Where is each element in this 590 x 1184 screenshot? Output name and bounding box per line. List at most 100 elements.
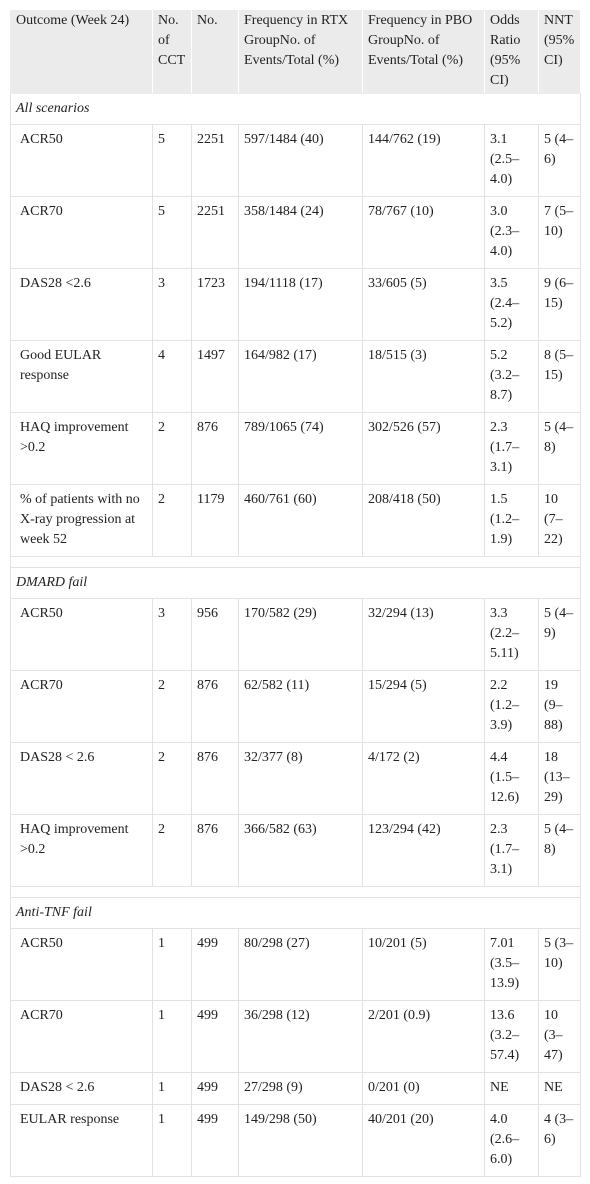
header-cell: NNT (95% CI)	[538, 10, 581, 94]
data-cell: 170/582 (29)	[238, 598, 363, 671]
data-cell: 7 (5–10)	[538, 196, 581, 269]
data-cell: 2.3 (1.7–3.1)	[484, 814, 539, 887]
data-cell: 5	[152, 196, 192, 269]
data-cell: 5 (3–10)	[538, 928, 581, 1001]
data-cell: 5 (4–8)	[538, 412, 581, 485]
data-cell: 194/1118 (17)	[238, 268, 363, 341]
data-cell: 1	[152, 1072, 192, 1105]
data-cell: 597/1484 (40)	[238, 124, 363, 197]
header-row: Outcome (Week 24) No. of CCT No. Frequency …	[10, 10, 581, 94]
data-cell: 876	[191, 742, 239, 815]
data-row: DAS28 < 2.6 2 876 32/377 (8) 4/172 (2) 4.4 (1…	[10, 742, 581, 815]
data-cell: 4.4 (1.5–12.6)	[484, 742, 539, 815]
data-cell: 7.01 (3.5–13.9)	[484, 928, 539, 1001]
outcome-cell: DAS28 < 2.6	[10, 1072, 153, 1105]
data-cell: 3.5 (2.4–5.2)	[484, 268, 539, 341]
data-cell: 5	[152, 124, 192, 197]
outcome-cell: DAS28 <2.6	[10, 268, 153, 341]
data-cell: NE	[538, 1072, 581, 1105]
data-cell: 33/605 (5)	[362, 268, 485, 341]
data-row: ACR50 3 956 170/582 (29) 32/294 (13) 3.3 (2.2…	[10, 598, 581, 671]
data-cell: 3	[152, 598, 192, 671]
data-row: ACR70 1 499 36/298 (12) 2/201 (0.9) 13.6 (3.2…	[10, 1000, 581, 1073]
data-row: EULAR response 1 499 149/298 (50) 40/201 (20…	[10, 1104, 581, 1177]
data-cell: 32/294 (13)	[362, 598, 485, 671]
data-cell: NE	[484, 1072, 539, 1105]
data-cell: 499	[191, 1000, 239, 1073]
outcome-cell: ACR70	[10, 670, 153, 743]
data-cell: 9 (6–15)	[538, 268, 581, 341]
data-cell: 358/1484 (24)	[238, 196, 363, 269]
data-cell: 1723	[191, 268, 239, 341]
data-cell: 2	[152, 412, 192, 485]
data-cell: 4.0 (2.6–6.0)	[484, 1104, 539, 1177]
outcome-cell: ACR70	[10, 1000, 153, 1073]
data-row: ACR50 1 499 80/298 (27) 10/201 (5) 7.01 (3.5–…	[10, 928, 581, 1001]
table-header: Outcome (Week 24) No. of CCT No. Frequency …	[10, 10, 581, 94]
data-row: DAS28 <2.6 3 1723 194/1118 (17) 33/605 (5) 3.…	[10, 268, 581, 341]
spacer-cell	[10, 556, 581, 568]
data-cell: 1.5 (1.2–1.9)	[484, 484, 539, 557]
data-cell: 2.3 (1.7–3.1)	[484, 412, 539, 485]
outcome-cell: ACR70	[10, 196, 153, 269]
data-row: HAQ improvement >0.2 2 876 789/1065 (74) 302…	[10, 412, 581, 485]
data-cell: 15/294 (5)	[362, 670, 485, 743]
data-cell: 302/526 (57)	[362, 412, 485, 485]
data-cell: 10/201 (5)	[362, 928, 485, 1001]
outcome-cell: DAS28 < 2.6	[10, 742, 153, 815]
data-cell: 0/201 (0)	[362, 1072, 485, 1105]
spacer-row	[10, 556, 581, 568]
data-cell: 4 (3–6)	[538, 1104, 581, 1177]
section-row: Anti-TNF fail	[10, 897, 581, 929]
data-cell: 2251	[191, 196, 239, 269]
data-cell: 4	[152, 340, 192, 413]
data-cell: 80/298 (27)	[238, 928, 363, 1001]
results-table: Outcome (Week 24) No. of CCT No. Frequency …	[10, 10, 581, 1177]
data-cell: 2/201 (0.9)	[362, 1000, 485, 1073]
data-cell: 3	[152, 268, 192, 341]
data-cell: 8 (5–15)	[538, 340, 581, 413]
data-cell: 3.0 (2.3–4.0)	[484, 196, 539, 269]
data-cell: 366/582 (63)	[238, 814, 363, 887]
data-cell: 10 (3–47)	[538, 1000, 581, 1073]
data-cell: 2	[152, 742, 192, 815]
data-cell: 19 (9–88)	[538, 670, 581, 743]
data-cell: 876	[191, 670, 239, 743]
spacer-cell	[10, 886, 581, 898]
section-row: All scenarios	[10, 93, 581, 125]
section-row: DMARD fail	[10, 567, 581, 599]
header-cell: Outcome (Week 24)	[10, 10, 153, 94]
data-cell: 27/298 (9)	[238, 1072, 363, 1105]
data-cell: 789/1065 (74)	[238, 412, 363, 485]
header-cell: Frequency in PBO GroupNo. of Events/Tota…	[362, 10, 485, 94]
data-cell: 32/377 (8)	[238, 742, 363, 815]
outcome-cell: EULAR response	[10, 1104, 153, 1177]
data-cell: 2	[152, 670, 192, 743]
data-cell: 876	[191, 814, 239, 887]
data-cell: 2.2 (1.2–3.9)	[484, 670, 539, 743]
data-cell: 499	[191, 1072, 239, 1105]
data-row: ACR70 5 2251 358/1484 (24) 78/767 (10) 3.0 (2…	[10, 196, 581, 269]
data-cell: 13.6 (3.2–57.4)	[484, 1000, 539, 1073]
data-row: Good EULAR response 4 1497 164/982 (17) 18/5…	[10, 340, 581, 413]
data-cell: 78/767 (10)	[362, 196, 485, 269]
data-cell: 4/172 (2)	[362, 742, 485, 815]
data-cell: 149/298 (50)	[238, 1104, 363, 1177]
outcome-cell: HAQ improvement >0.2	[10, 412, 153, 485]
spacer-row	[10, 886, 581, 898]
data-cell: 5.2 (3.2–8.7)	[484, 340, 539, 413]
outcome-cell: ACR50	[10, 124, 153, 197]
data-cell: 5 (4–9)	[538, 598, 581, 671]
outcome-cell: HAQ improvement >0.2	[10, 814, 153, 887]
data-cell: 1	[152, 928, 192, 1001]
data-cell: 499	[191, 928, 239, 1001]
data-cell: 144/762 (19)	[362, 124, 485, 197]
data-cell: 1	[152, 1000, 192, 1073]
data-cell: 164/982 (17)	[238, 340, 363, 413]
data-cell: 3.1 (2.5–4.0)	[484, 124, 539, 197]
data-cell: 123/294 (42)	[362, 814, 485, 887]
data-cell: 62/582 (11)	[238, 670, 363, 743]
data-row: HAQ improvement >0.2 2 876 366/582 (63) 123/…	[10, 814, 581, 887]
outcome-cell: ACR50	[10, 598, 153, 671]
